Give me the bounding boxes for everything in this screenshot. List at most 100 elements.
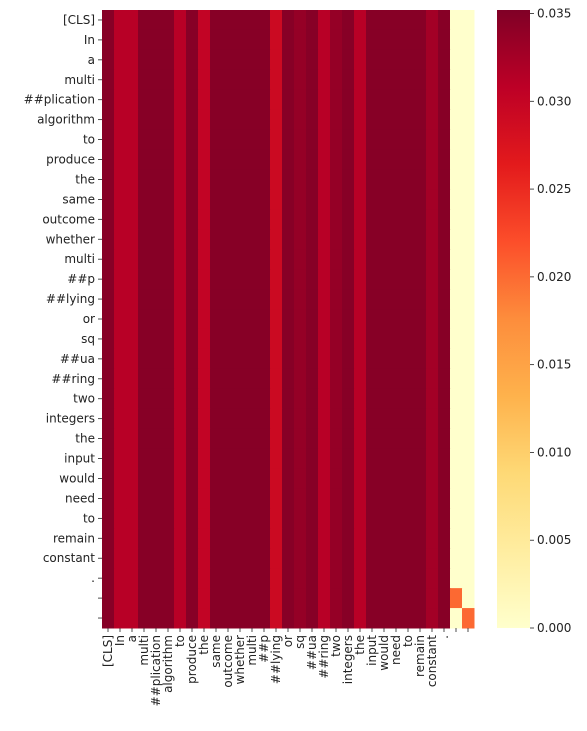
heatmap-cell xyxy=(438,469,451,489)
heatmap-cell xyxy=(222,70,235,90)
heatmap-cell xyxy=(354,469,367,489)
heatmap-cell xyxy=(366,528,379,548)
heatmap-cell xyxy=(126,309,139,329)
heatmap-cell xyxy=(318,90,331,110)
heatmap-cell xyxy=(126,289,139,309)
heatmap-cell xyxy=(210,50,223,70)
heatmap-cell xyxy=(210,189,223,209)
heatmap-cell xyxy=(150,229,163,249)
heatmap-cell xyxy=(318,588,331,608)
heatmap-cell xyxy=(162,269,175,289)
heatmap-cell xyxy=(186,349,199,369)
heatmap-cell xyxy=(114,469,127,489)
heatmap-cell xyxy=(378,409,391,429)
heatmap-cell xyxy=(258,130,271,150)
heatmap-cell xyxy=(222,568,235,588)
heatmap-cell xyxy=(378,309,391,329)
heatmap-cell xyxy=(114,548,127,568)
heatmap-cell xyxy=(366,189,379,209)
heatmap-cell xyxy=(450,110,463,130)
heatmap-cell xyxy=(378,289,391,309)
heatmap-cell xyxy=(174,389,187,409)
heatmap-cell xyxy=(306,90,319,110)
heatmap-cell xyxy=(294,150,307,170)
heatmap-cell xyxy=(162,369,175,389)
colorbar-tick-label: 0.030 xyxy=(537,94,571,108)
heatmap-cell xyxy=(330,10,343,30)
heatmap-cell xyxy=(330,269,343,289)
heatmap-cell xyxy=(258,508,271,528)
heatmap-cell xyxy=(234,588,247,608)
heatmap-cell xyxy=(450,528,463,548)
heatmap-cell xyxy=(126,548,139,568)
heatmap-cell xyxy=(270,90,283,110)
heatmap-cell xyxy=(246,90,259,110)
y-tick-label: two xyxy=(73,392,95,406)
heatmap-cell xyxy=(342,329,355,349)
heatmap-cell xyxy=(438,608,451,628)
heatmap-cell xyxy=(414,409,427,429)
heatmap-cell xyxy=(210,369,223,389)
heatmap-cell xyxy=(378,429,391,449)
heatmap-cell xyxy=(462,409,475,429)
heatmap-cell xyxy=(162,189,175,209)
heatmap-cell xyxy=(222,269,235,289)
y-tick-label: ##lying xyxy=(46,292,95,306)
heatmap-cell xyxy=(378,488,391,508)
heatmap-cell xyxy=(246,229,259,249)
heatmap-cell xyxy=(378,508,391,528)
heatmap-cell xyxy=(402,169,415,189)
heatmap-cell xyxy=(126,130,139,150)
heatmap-cell xyxy=(114,169,127,189)
heatmap-cell xyxy=(210,329,223,349)
heatmap-cell xyxy=(198,349,211,369)
heatmap-cell xyxy=(282,588,295,608)
heatmap-cell xyxy=(462,189,475,209)
heatmap-cell xyxy=(234,568,247,588)
heatmap-cell xyxy=(462,568,475,588)
heatmap-cell xyxy=(258,249,271,269)
heatmap-cell xyxy=(342,30,355,50)
heatmap-cell xyxy=(450,608,463,628)
heatmap-cell xyxy=(354,548,367,568)
heatmap-cell xyxy=(114,508,127,528)
heatmap-cell xyxy=(198,289,211,309)
heatmap-cell xyxy=(162,10,175,30)
heatmap-cell xyxy=(150,588,163,608)
heatmap-cell xyxy=(462,10,475,30)
heatmap-cell xyxy=(246,389,259,409)
heatmap-cell xyxy=(426,568,439,588)
heatmap-cell xyxy=(366,229,379,249)
heatmap-cell xyxy=(150,369,163,389)
heatmap-cell xyxy=(258,209,271,229)
heatmap-cell xyxy=(318,608,331,628)
heatmap-cell xyxy=(438,568,451,588)
heatmap-cell xyxy=(150,449,163,469)
y-tick-label: input xyxy=(64,452,95,466)
heatmap-cell xyxy=(366,429,379,449)
heatmap-cell xyxy=(402,309,415,329)
heatmap-cell xyxy=(450,409,463,429)
heatmap-cell xyxy=(234,10,247,30)
heatmap-cell xyxy=(450,488,463,508)
heatmap-cell xyxy=(126,169,139,189)
y-tick-label: need xyxy=(65,491,95,505)
heatmap-cell xyxy=(354,508,367,528)
heatmap-cell xyxy=(138,508,151,528)
heatmap-cell xyxy=(294,229,307,249)
heatmap-cell xyxy=(354,409,367,429)
heatmap-cell xyxy=(186,588,199,608)
heatmap-cell xyxy=(138,90,151,110)
heatmap-cell xyxy=(174,409,187,429)
heatmap-cell xyxy=(234,90,247,110)
heatmap-cell xyxy=(294,449,307,469)
heatmap-cell xyxy=(198,269,211,289)
heatmap-cell xyxy=(126,488,139,508)
heatmap-cell xyxy=(174,588,187,608)
heatmap-cell xyxy=(150,70,163,90)
heatmap-cell xyxy=(198,389,211,409)
heatmap-cell xyxy=(426,150,439,170)
y-tick-label: produce xyxy=(46,153,95,167)
heatmap-cell xyxy=(402,50,415,70)
heatmap-cell xyxy=(126,429,139,449)
